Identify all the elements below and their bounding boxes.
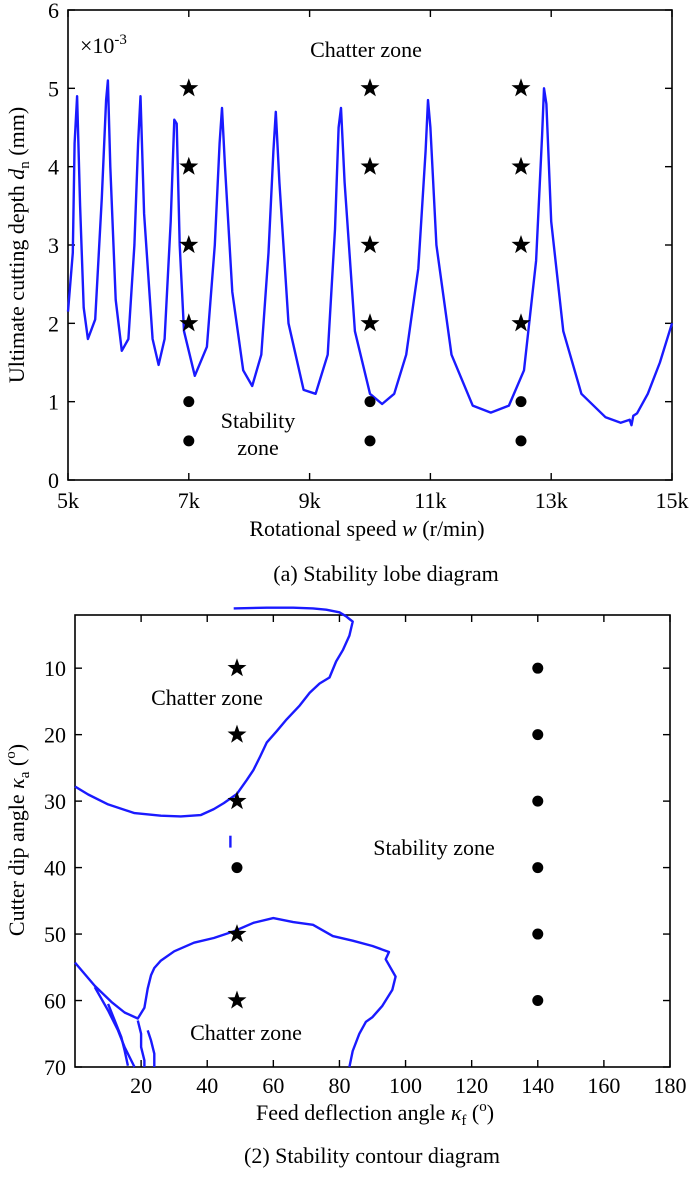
y-tick-labels-a: 0 1 2 3 4 5 6 [48,0,59,493]
star-marker [360,235,380,254]
x-tick-label: 13k [535,488,568,513]
dot-marker [364,435,376,447]
y-tick-label: 0 [48,468,59,493]
y-tick-label: 20 [44,723,66,748]
chatter-zone-label-b-bottom: Chatter zone [190,1020,302,1045]
star-marker [179,78,199,97]
dot-marker [532,995,544,1007]
x-tick-label: 15k [656,488,689,513]
star-marker [227,724,247,743]
y-tick-label: 5 [48,76,59,101]
stability-lobe-chart: 5k 7k 9k 11k 13k 15k 0 1 2 3 4 5 6 ×10-3 Chatter zo… [4,0,689,586]
contour-line [136,1020,146,1067]
x-axis-label-a: Rotational speed w (r/min) [249,516,484,541]
dot-marker [532,862,544,874]
star-marker [360,313,380,332]
star-marker [511,156,531,175]
dot-marker [364,396,376,408]
chatter-zone-label-a: Chatter zone [310,37,422,62]
stability-contour-chart: 20 40 60 80 100 120 140 160 180 10 20 30 40 50 60 70 C… [3,606,687,1168]
y-tick-label: 10 [44,656,66,681]
star-markers-a [179,78,531,332]
x-tick-label: 40 [196,1073,218,1098]
axis-ticks-b [75,615,671,1068]
y-tick-label: 6 [48,0,59,23]
caption-a: (a) Stability lobe diagram [273,561,498,586]
star-marker [511,313,531,332]
stability-contours [74,606,397,1068]
stability-zone-label-b: Stability zone [373,835,495,860]
star-marker [360,78,380,97]
contour-line [74,916,397,1068]
dot-marker [515,396,527,408]
stability-zone-label-a-line1: Stability [221,408,296,433]
caption-b: (2) Stability contour diagram [244,1143,500,1168]
stability-lobe-curve [66,79,674,427]
x-tick-label: 120 [455,1073,488,1098]
dot-marker [532,662,544,674]
chatter-zone-label-b-top: Chatter zone [151,685,263,710]
star-marker [227,791,247,810]
x-axis-label-b: Feed deflection angle κf (o) [256,1099,494,1129]
stability-zone-label-a-line2: zone [237,435,279,460]
x-tick-label: 7k [178,488,200,513]
y-tick-label: 2 [48,311,59,336]
contour-line [106,1003,130,1066]
star-marker [227,924,247,943]
x-tick-label: 100 [389,1073,422,1098]
multiplier-label: ×10-3 [80,32,127,58]
y-tick-labels-b: 10 20 30 40 50 60 70 [44,656,66,1080]
star-markers-b [227,658,247,1009]
y-tick-label: 30 [44,789,66,814]
dot-marker [231,862,243,874]
dot-marker [532,729,544,741]
y-tick-label: 50 [44,922,66,947]
dot-marker [183,435,195,447]
star-marker [179,313,199,332]
dot-marker [183,396,195,408]
x-tick-label: 20 [130,1073,152,1098]
y-tick-label: 40 [44,856,66,881]
x-tick-label: 11k [414,488,446,513]
x-tick-label: 180 [654,1073,687,1098]
dot-marker [532,928,544,940]
y-axis-label-a: Ultimate cutting depth dn (mm) [4,107,33,383]
x-tick-label: 60 [262,1073,284,1098]
y-tick-label: 4 [48,155,59,180]
dot-marker [532,795,544,807]
star-marker [227,990,247,1009]
y-tick-label: 70 [44,1055,66,1080]
y-tick-label: 60 [44,989,66,1014]
dot-markers-b [231,662,544,1007]
star-marker [511,235,531,254]
x-tick-label: 80 [328,1073,350,1098]
x-tick-labels-b: 20 40 60 80 100 120 140 160 180 [130,1073,686,1098]
star-marker [511,78,531,97]
x-tick-label: 160 [587,1073,620,1098]
contour-line [146,1030,156,1067]
y-tick-label: 3 [48,233,59,258]
plot-frame-b [74,614,671,1068]
dot-markers-a [183,396,527,447]
contour-line [93,986,136,1068]
y-tick-label: 1 [48,390,59,415]
x-tick-label: 140 [521,1073,554,1098]
star-marker [179,235,199,254]
x-tick-labels-a: 5k 7k 9k 11k 13k 15k [57,488,689,513]
y-axis-label-b: Cutter dip angle κa (o) [3,744,33,936]
x-tick-label: 9k [299,488,321,513]
star-marker [360,156,380,175]
star-marker [179,156,199,175]
x-tick-label: 5k [57,488,79,513]
contour-line [74,606,354,818]
star-marker [227,658,247,677]
dot-marker [515,435,527,447]
axis-ticks-a [67,9,673,481]
